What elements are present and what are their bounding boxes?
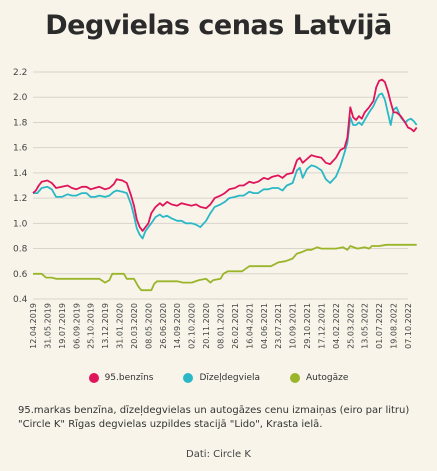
- x-tick-label: 25.10.2019: [87, 303, 96, 349]
- series-line-2: [33, 243, 417, 292]
- x-tick-label: 02.10.2020: [188, 303, 197, 349]
- legend-dot-benzins: [88, 373, 99, 383]
- legend-label-dizelis: Dīzeļdegviela: [199, 373, 261, 383]
- legend-item-benzins[interactable]: 95.benzīns: [88, 373, 154, 383]
- legend-item-autogaze[interactable]: Autogāze: [290, 373, 348, 383]
- x-tick-label: 04.06.2021: [260, 303, 269, 349]
- x-tick-label: 29.10.2021: [303, 303, 312, 349]
- legend-dot-autogaze: [290, 373, 301, 383]
- x-tick-label: 19.08.2022: [390, 303, 399, 349]
- x-tick-label: 19.07.2019: [58, 303, 67, 349]
- legend-label-autogaze: Autogāze: [306, 373, 349, 383]
- legend-label-benzins: 95.benzīns: [104, 373, 154, 383]
- x-tick-label: 17.12.2021: [317, 303, 326, 349]
- x-tick-label: 26.02.2021: [231, 303, 240, 349]
- y-tick-label: 0.6: [13, 270, 28, 280]
- x-tick-label: 20.03.2020: [130, 303, 139, 349]
- chart-caption: 95.markas benzīna, dīzeļdegvielas un aut…: [18, 405, 410, 430]
- y-tick-label: 2.2: [13, 68, 27, 78]
- x-tick-label: 08.01.2021: [217, 303, 226, 349]
- series-line-0: [32, 78, 418, 232]
- line-chart: 0.4 0.6 0.8 1.0 1.2 1.4 1.6 1.8 2.0 2.2 12.04.201…: [13, 68, 418, 349]
- series-lines: [32, 78, 418, 292]
- x-tick-label: 13.05.2022: [361, 303, 370, 349]
- legend-dot-dizelis: [183, 373, 194, 383]
- x-tick-label: 25.03.2022: [346, 303, 355, 349]
- legend: 95.benzīns Dīzeļdegviela Autogāze: [0, 373, 437, 383]
- x-tick-label: 07.10.2022: [404, 303, 413, 349]
- x-tick-label: 20.11.2020: [202, 303, 211, 349]
- legend-item-dizelis[interactable]: Dīzeļdegviela: [183, 373, 260, 383]
- x-tick-label: 16.04.2021: [245, 303, 254, 349]
- y-tick-label: 1.4: [13, 169, 28, 179]
- x-tick-label: 31.05.2019: [43, 303, 52, 349]
- grid: [33, 71, 408, 300]
- x-tick-label: 01.07.2022: [375, 303, 384, 349]
- x-tick-label: 23.07.2021: [274, 303, 283, 349]
- y-tick-label: 0.8: [13, 245, 28, 255]
- y-tick-label: 2.0: [13, 93, 28, 103]
- y-tick-label: 1.6: [13, 144, 28, 154]
- series-line-1: [33, 92, 418, 240]
- chart-title: Degvielas cenas Latvijā: [45, 10, 392, 41]
- x-axis: 12.04.2019 31.05.2019 19.07.2019 06.09.2019…: [29, 303, 413, 349]
- x-tick-label: 06.09.2019: [72, 303, 81, 349]
- x-tick-label: 04.02.2022: [332, 303, 341, 349]
- y-tick-label: 1.2: [13, 194, 27, 204]
- x-tick-label: 08.05.2020: [144, 303, 153, 349]
- y-axis: 0.4 0.6 0.8 1.0 1.2 1.4 1.6 1.8 2.0 2.2: [13, 68, 28, 305]
- x-tick-label: 14.09.2020: [173, 303, 182, 349]
- data-source: Dati: Circle K: [186, 449, 251, 460]
- y-tick-label: 0.4: [13, 295, 28, 305]
- x-tick-label: 10.09.2021: [289, 303, 298, 349]
- x-tick-label: 31.01.2020: [116, 303, 125, 349]
- x-tick-label: 12.04.2019: [29, 303, 38, 349]
- y-tick-label: 1.8: [13, 118, 28, 128]
- y-tick-label: 1.0: [13, 219, 28, 229]
- x-tick-label: 26.06.2020: [159, 303, 168, 349]
- x-tick-label: 13.12.2019: [101, 303, 110, 349]
